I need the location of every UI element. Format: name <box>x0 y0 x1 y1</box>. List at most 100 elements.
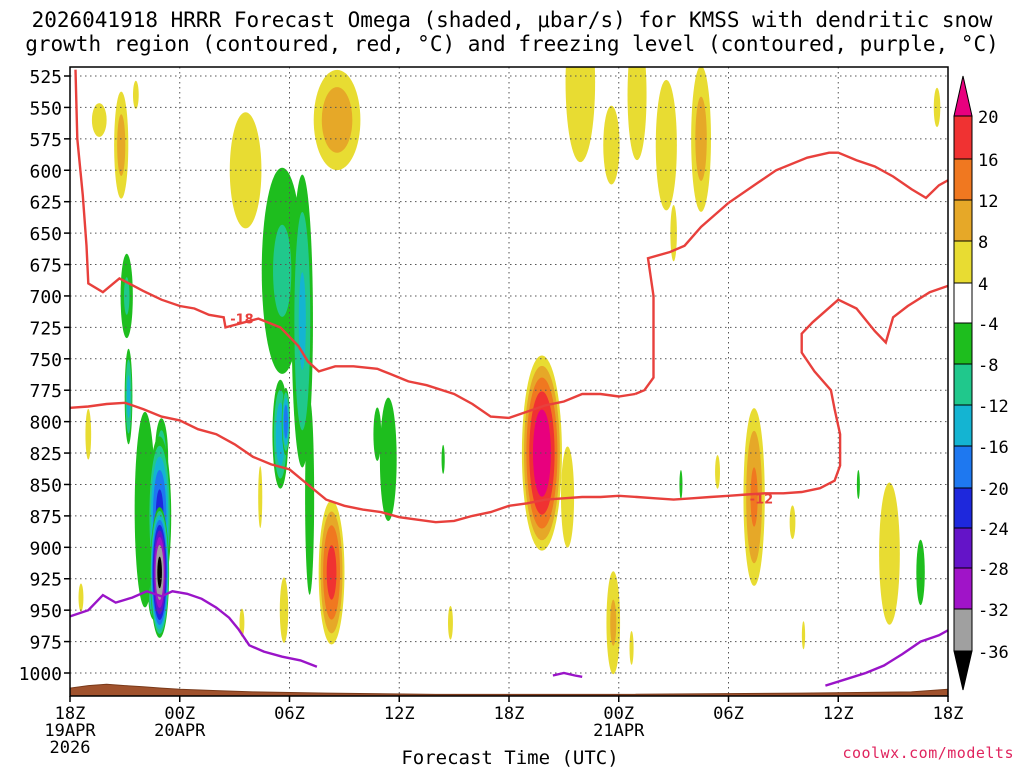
omega-cell <box>879 482 900 625</box>
terrain <box>70 683 948 696</box>
colorbar-label: -32 <box>978 601 1009 621</box>
omega-cell <box>298 272 306 370</box>
omega-cell <box>916 539 925 606</box>
omega-cell <box>629 631 634 665</box>
freezing-level-line <box>70 590 318 668</box>
x-year-label: 2026 <box>50 738 91 758</box>
omega-cell <box>715 455 720 489</box>
colorbar-label: -4 <box>978 315 998 335</box>
omega-cell <box>603 105 620 185</box>
colorbar-segment <box>953 567 973 610</box>
x-tick-label: 12Z <box>384 704 415 724</box>
x-tick-label: 18Z <box>933 704 964 724</box>
chart-title-line1: 2026041918 HRRR Forecast Omega (shaded, … <box>31 8 993 32</box>
y-tick-label: 875 <box>29 507 62 528</box>
colorbar-segment <box>953 115 973 160</box>
colorbar-arrow-top <box>953 75 973 117</box>
omega-cell <box>132 80 139 109</box>
omega-cell <box>91 103 107 137</box>
colorbar-label: -16 <box>978 438 1009 458</box>
colorbar-label: 4 <box>978 275 988 295</box>
omega-cell <box>856 469 860 499</box>
omega-cell <box>789 505 796 540</box>
y-tick-label: 525 <box>29 67 62 88</box>
y-tick-label: 950 <box>29 601 62 622</box>
omega-cell <box>326 545 337 600</box>
colorbar-label: 20 <box>978 108 998 128</box>
y-axis: 525 550 575 600 625 650 675 700 725 750 775 800 825 8… <box>19 67 70 685</box>
omega-cell <box>78 583 84 612</box>
x-date-label: 21APR <box>593 721 645 741</box>
freezing-level-line <box>552 671 583 678</box>
omega-cell <box>85 408 92 460</box>
colorbar-segment <box>953 527 973 569</box>
x-tick-label: 00Z <box>603 704 634 724</box>
y-tick-label: 650 <box>29 224 62 245</box>
colorbar-segment <box>953 282 973 324</box>
contours: -12 -18 <box>70 69 948 687</box>
omega-cell <box>670 205 677 262</box>
y-tick-label: 900 <box>29 538 62 559</box>
omega-cell <box>750 467 758 527</box>
dgz-contour-line <box>70 284 948 524</box>
colorbar-label: 8 <box>978 233 988 253</box>
chart-title-line2: growth region (contoured, red, °C) and f… <box>25 32 999 56</box>
y-tick-label: 725 <box>29 318 62 339</box>
y-tick-label: 675 <box>29 256 62 277</box>
colorbar-segment <box>953 158 973 201</box>
y-tick-label: 975 <box>29 633 62 654</box>
terrain-fill <box>70 683 948 696</box>
omega-cell <box>610 599 617 646</box>
omega-cell <box>117 114 126 177</box>
x-axis-title: Forecast Time (UTC) <box>401 747 618 768</box>
omega-cell <box>321 87 353 153</box>
y-tick-label: 825 <box>29 444 62 465</box>
colorbar-segment <box>953 487 973 529</box>
dgz-contour-line <box>634 151 948 396</box>
y-tick-label: 850 <box>29 475 62 496</box>
colorbar-label: -20 <box>978 480 1009 500</box>
colorbar-label: -24 <box>978 520 1009 540</box>
colorbar-segment <box>953 199 973 242</box>
x-tick-label: 18Z <box>494 704 525 724</box>
colorbar-segment <box>953 240 973 284</box>
y-tick-label: 625 <box>29 193 62 214</box>
colorbar-label: -36 <box>978 643 1009 663</box>
colorbar-segment <box>953 608 973 652</box>
gridlines <box>70 67 948 696</box>
omega-cell <box>448 605 453 640</box>
omega-cell <box>655 79 677 211</box>
dgz-contour-label: -12 <box>750 492 774 507</box>
colorbar-label: 12 <box>978 192 998 212</box>
omega-cell <box>258 466 263 528</box>
plot-frame <box>69 66 949 697</box>
omega-cell <box>565 67 596 163</box>
dgz-contour-label: -18 <box>230 313 254 328</box>
y-tick-label: 600 <box>29 161 62 182</box>
omega-cell <box>373 407 382 461</box>
y-tick-label: 800 <box>29 413 62 434</box>
omega-cell <box>273 224 292 317</box>
omega-cell <box>279 577 289 643</box>
x-tick-label: 06Z <box>274 704 305 724</box>
colorbar-label: -8 <box>978 356 998 376</box>
colorbar-segment <box>953 445 973 489</box>
freezing-level-line <box>825 629 948 687</box>
omega-cell <box>379 397 397 522</box>
omega-cell <box>123 277 130 315</box>
colorbar-arrow-bottom <box>953 650 973 691</box>
credit-text: coolwx.com/modelts <box>842 744 1014 762</box>
omega-cell <box>627 67 647 161</box>
omega-cell <box>441 444 445 474</box>
colorbar-segment <box>953 363 973 406</box>
y-tick-label: 575 <box>29 130 62 151</box>
omega-cell <box>239 608 245 637</box>
colorbar-label: -12 <box>978 397 1009 417</box>
colorbar-segment <box>953 322 973 365</box>
x-tick-label: 12Z <box>823 704 854 724</box>
y-tick-label: 700 <box>29 287 62 308</box>
y-tick-label: 550 <box>29 98 62 119</box>
y-tick-label: 925 <box>29 570 62 591</box>
